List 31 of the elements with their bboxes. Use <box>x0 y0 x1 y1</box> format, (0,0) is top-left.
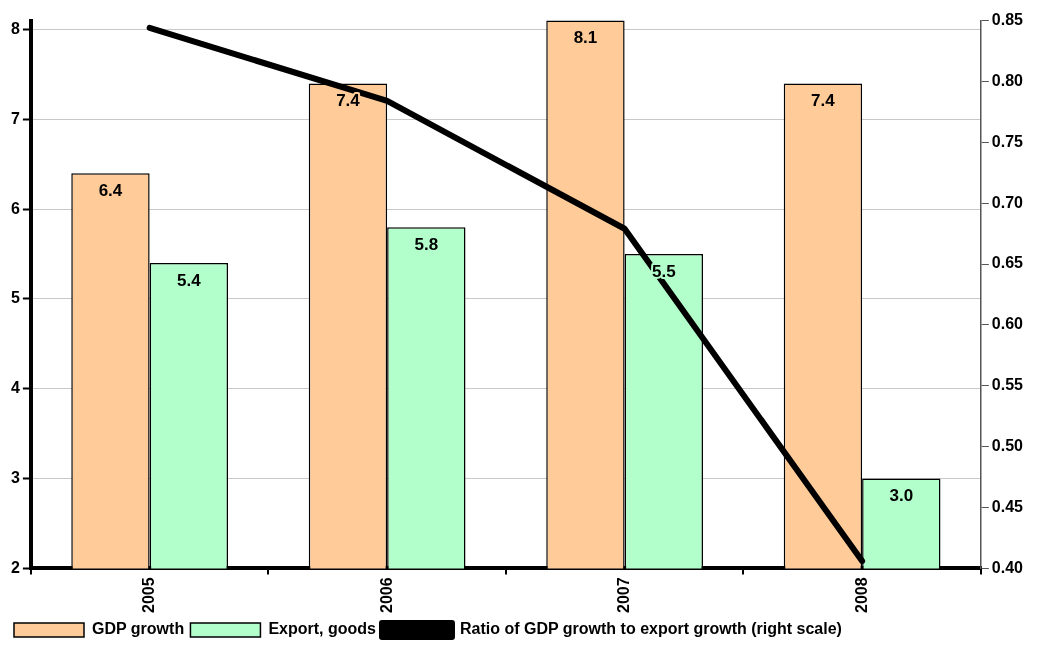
x-tick-label: 2008 <box>852 577 870 613</box>
x-tick-label: 2007 <box>615 577 633 613</box>
data-label: 7.4 <box>336 91 361 111</box>
y2-tick-label: 0.60 <box>991 315 1024 333</box>
y-tick-label: 2 <box>10 558 20 576</box>
y-tick-label: 3 <box>10 469 20 487</box>
legend-label: Ratio of GDP growth to export growth (right scale) <box>459 620 842 638</box>
x-tick-label: 2006 <box>377 577 395 613</box>
y-tick-label: 5 <box>10 289 20 307</box>
y-tick-label: 4 <box>10 379 20 397</box>
y2-tick-label: 0.40 <box>991 558 1024 576</box>
y2-tick-label: 0.70 <box>991 193 1024 211</box>
y2-tick-label: 0.50 <box>991 437 1024 455</box>
y2-tick-label: 0.55 <box>991 376 1024 394</box>
data-label: 7.4 <box>811 91 836 111</box>
y2-tick-label: 0.85 <box>991 11 1024 29</box>
y2-tick-label: 0.80 <box>991 71 1024 89</box>
x-tick-label: 2005 <box>140 577 158 613</box>
data-label: 8.1 <box>573 28 598 48</box>
y2-tick-label: 0.45 <box>991 497 1024 515</box>
y2-tick-label: 0.75 <box>991 132 1024 150</box>
legend-label: Export, goods <box>268 620 377 638</box>
y-tick-label: 8 <box>10 19 20 37</box>
y-tick-label: 6 <box>10 199 20 217</box>
data-label: 3.0 <box>889 486 914 506</box>
y-tick-label: 7 <box>10 109 20 127</box>
data-label: 5.4 <box>177 270 202 290</box>
legend-label: GDP growth <box>92 620 185 638</box>
y2-tick-label: 0.65 <box>991 254 1024 272</box>
data-label: 5.8 <box>414 234 439 254</box>
data-label: 6.4 <box>98 180 123 200</box>
